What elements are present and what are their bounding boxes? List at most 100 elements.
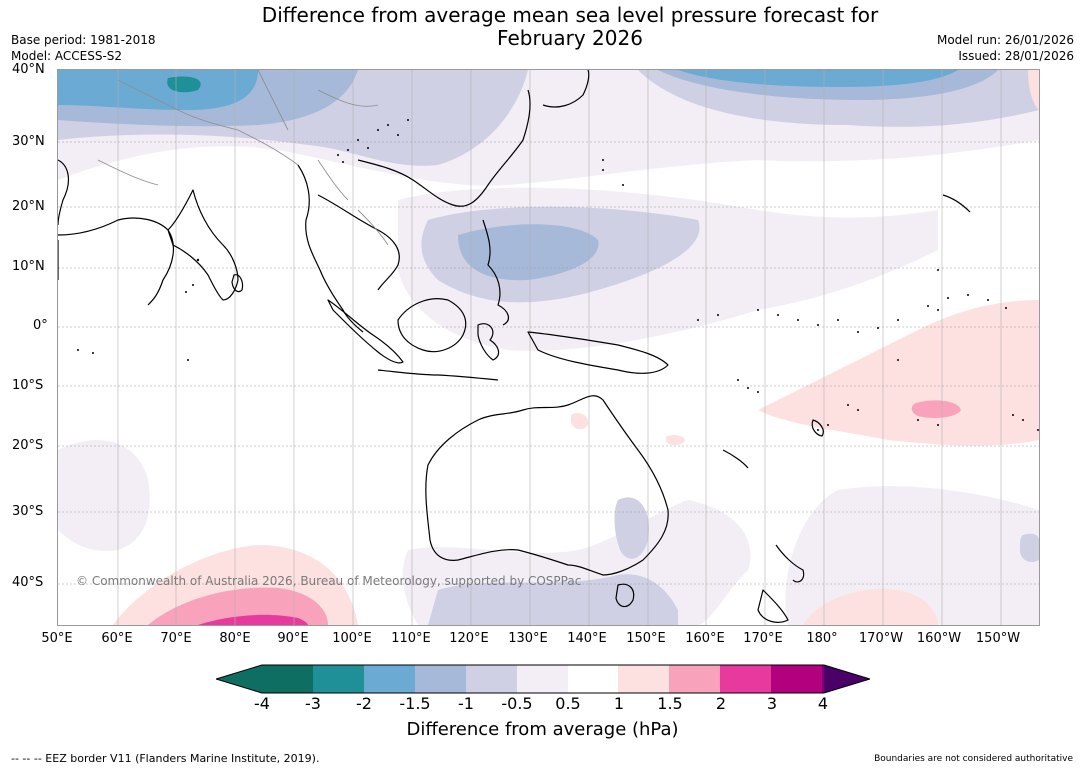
colorbar-tick-neg15: -1.5 xyxy=(399,694,431,713)
lon-label-50e: 50°E xyxy=(41,631,73,646)
base-period: Base period: 1981-2018 xyxy=(11,33,156,47)
title-line-1: Difference from average mean sea level p… xyxy=(261,3,879,27)
coast-australia xyxy=(425,395,669,576)
coast-fiji xyxy=(811,419,824,437)
colorbar-extend-low xyxy=(216,665,262,693)
meridians xyxy=(117,70,1002,625)
lon-label-60e: 60°E xyxy=(101,631,133,646)
colorbar-bin-neg05-05 xyxy=(517,665,568,693)
lat-label-20n: 20°N xyxy=(12,199,45,214)
coast-java xyxy=(377,369,499,381)
lon-label-150e: 150°E xyxy=(626,631,666,646)
coast-indochina xyxy=(317,194,400,291)
lon-label-170e: 170°E xyxy=(743,631,783,646)
coast-new-zealand-north xyxy=(775,544,805,583)
meta-left: Base period: 1981-2018 Model: ACCESS-S2 xyxy=(11,32,156,64)
colorbar-bin-neg4-neg3 xyxy=(262,665,313,693)
coast-new-caledonia xyxy=(722,449,749,469)
colorbar-bin-1-15 xyxy=(669,665,720,693)
colorbar-graphic xyxy=(214,664,872,694)
lon-label-140e: 140°E xyxy=(567,631,607,646)
chart-title: Difference from average mean sea level p… xyxy=(170,4,970,50)
coast-sulawesi xyxy=(477,323,500,361)
anomaly-neg15-tropics xyxy=(458,224,599,281)
colorbar-tick-3: 3 xyxy=(766,694,778,713)
coast-hawaii xyxy=(942,194,971,213)
anomaly-neg1-southeast-channel xyxy=(614,497,649,559)
coast-japan xyxy=(542,70,590,108)
lon-label-180: 180° xyxy=(806,631,838,646)
coast-sri-lanka xyxy=(231,274,244,293)
anomaly-neg2-north xyxy=(58,70,258,110)
anomaly-pos05-pacific xyxy=(758,300,1039,446)
lat-label-30s: 30°S xyxy=(12,504,44,519)
lon-label-110e: 110°E xyxy=(391,631,431,646)
anomaly-pos15-southwest xyxy=(198,614,308,625)
eez-note: -- -- -- EEZ border V11 (Flanders Marine… xyxy=(11,752,320,765)
colorbar-bin-neg2-neg15 xyxy=(364,665,415,693)
lat-label-10s: 10°S xyxy=(12,378,44,393)
anomaly-neg1-south xyxy=(428,574,678,625)
coast-west-africa xyxy=(58,159,70,226)
coast-new-guinea xyxy=(527,331,669,374)
anomaly-neg2-northeast xyxy=(678,70,958,87)
colorbar-bin-3-4 xyxy=(822,665,824,693)
colorbar-tick-neg1: -1 xyxy=(458,694,474,713)
colorbar-tick-2: 2 xyxy=(715,694,727,713)
colorbar-bin-2-3 xyxy=(771,665,822,693)
lon-label-80e: 80°E xyxy=(219,631,251,646)
lon-label-160e: 160°E xyxy=(685,631,725,646)
lat-label-40s: 40°S xyxy=(12,575,44,590)
coast-new-zealand-south xyxy=(757,589,789,623)
lat-label-10n: 10°N xyxy=(12,259,45,274)
map-canvas xyxy=(58,70,1039,625)
islands xyxy=(77,119,1039,431)
anomaly-fields xyxy=(58,70,1039,625)
anomaly-pos05-far-north-east xyxy=(1028,70,1039,110)
graticule xyxy=(58,141,1039,585)
lat-label-40n: 40°N xyxy=(12,62,45,77)
colorbar-bin-15-2 xyxy=(720,665,771,693)
coast-sumatra xyxy=(327,299,404,364)
colorbar-bin-neutral xyxy=(568,665,618,693)
anomaly-neg05-west xyxy=(58,440,150,551)
colorbar-bin-05-1 xyxy=(618,665,669,693)
colorbar-tick-neg2: -2 xyxy=(356,694,372,713)
issued-date: Issued: 28/01/2026 xyxy=(958,49,1074,63)
coast-tasmania xyxy=(615,583,635,608)
anomaly-pos05-small-1 xyxy=(571,413,589,430)
colorbar-tick-neg05: -0.5 xyxy=(501,694,533,713)
model-name: Model: ACCESS-S2 xyxy=(11,49,123,63)
coast-india xyxy=(167,189,239,301)
colorbar-tick-neg4: -4 xyxy=(254,694,270,713)
colorbar-tick-neg3: -3 xyxy=(305,694,321,713)
model-run: Model run: 26/01/2026 xyxy=(936,33,1074,47)
copyright-notice: © Commonwealth of Australia 2026, Bureau… xyxy=(76,574,582,588)
meta-right: Model run: 26/01/2026 Issued: 28/01/2026 xyxy=(937,32,1074,64)
boundary-disclaimer: Boundaries are not considered authoritat… xyxy=(874,754,1073,764)
colorbar xyxy=(214,664,872,694)
anomaly-neg1-southeast xyxy=(1020,533,1039,562)
lon-label-100e: 100°E xyxy=(332,631,372,646)
lon-label-70e: 70°E xyxy=(160,631,192,646)
country-borders xyxy=(97,70,389,246)
coastlines xyxy=(58,70,971,623)
coast-myanmar-thailand xyxy=(297,164,364,333)
pressure-anomaly-map xyxy=(57,69,1040,626)
lat-label-0: 0° xyxy=(33,318,48,333)
colorbar-bin-neg1-neg05 xyxy=(466,665,517,693)
coast-arabia xyxy=(58,217,175,306)
coast-philippines xyxy=(482,219,510,326)
lon-label-90e: 90°E xyxy=(277,631,309,646)
colorbar-bin-neg15-neg1 xyxy=(415,665,466,693)
lon-label-150w: 150°W xyxy=(975,631,1021,646)
lat-label-20s: 20°S xyxy=(12,438,44,453)
coast-borneo xyxy=(397,298,467,353)
coast-china xyxy=(357,89,531,207)
anomaly-pos05-small-2 xyxy=(666,435,686,446)
anomaly-neg3-north xyxy=(167,76,201,93)
colorbar-tick-4: 4 xyxy=(817,694,829,713)
colorbar-bin-neg3-neg2 xyxy=(313,665,364,693)
anomaly-pos1-pacific xyxy=(911,400,961,418)
anomaly-pos05-southeast xyxy=(803,589,938,625)
